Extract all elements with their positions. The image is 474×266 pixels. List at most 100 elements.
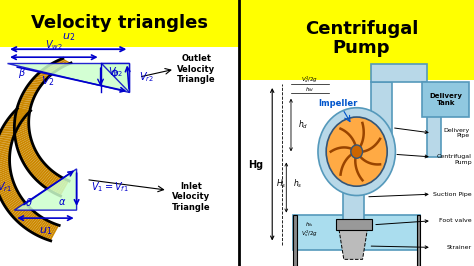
Bar bbox=[371, 82, 392, 152]
Text: $V_{r1}$: $V_{r1}$ bbox=[0, 180, 12, 194]
Polygon shape bbox=[17, 138, 31, 147]
Polygon shape bbox=[3, 125, 19, 127]
Polygon shape bbox=[0, 155, 9, 162]
Polygon shape bbox=[45, 223, 56, 239]
Text: Strainer: Strainer bbox=[447, 245, 472, 250]
Text: $h_s$: $h_s$ bbox=[293, 177, 303, 190]
Polygon shape bbox=[2, 192, 18, 204]
Polygon shape bbox=[22, 213, 36, 227]
Polygon shape bbox=[19, 210, 34, 225]
FancyBboxPatch shape bbox=[336, 219, 372, 230]
Polygon shape bbox=[35, 166, 48, 180]
Polygon shape bbox=[24, 214, 38, 228]
Polygon shape bbox=[16, 107, 31, 112]
Polygon shape bbox=[21, 211, 35, 226]
Polygon shape bbox=[0, 184, 15, 194]
Polygon shape bbox=[9, 201, 25, 214]
Polygon shape bbox=[49, 225, 59, 241]
Polygon shape bbox=[16, 109, 30, 114]
Polygon shape bbox=[15, 130, 29, 139]
Polygon shape bbox=[30, 161, 44, 175]
Polygon shape bbox=[43, 172, 55, 187]
Polygon shape bbox=[19, 145, 34, 156]
Polygon shape bbox=[24, 90, 38, 92]
Polygon shape bbox=[59, 59, 69, 65]
Bar bbox=[0, 0, 239, 47]
Circle shape bbox=[351, 145, 363, 158]
Bar bbox=[371, 64, 427, 82]
Bar bbox=[239, 0, 474, 80]
Polygon shape bbox=[50, 177, 62, 192]
Polygon shape bbox=[0, 141, 12, 146]
Polygon shape bbox=[15, 113, 29, 119]
Polygon shape bbox=[14, 122, 29, 130]
Polygon shape bbox=[15, 111, 30, 117]
Text: $h_d$: $h_d$ bbox=[298, 119, 308, 131]
Polygon shape bbox=[16, 109, 31, 112]
Text: $H_s$: $H_s$ bbox=[276, 177, 287, 190]
Polygon shape bbox=[0, 147, 11, 152]
Polygon shape bbox=[0, 168, 10, 176]
Polygon shape bbox=[35, 76, 48, 79]
Polygon shape bbox=[0, 130, 17, 132]
Polygon shape bbox=[0, 138, 13, 142]
Text: Outlet
Velocity
Triangle: Outlet Velocity Triangle bbox=[177, 54, 216, 84]
Polygon shape bbox=[13, 111, 28, 115]
Polygon shape bbox=[55, 178, 65, 194]
Text: Delivery
Tank: Delivery Tank bbox=[429, 93, 462, 106]
Polygon shape bbox=[22, 150, 36, 162]
Polygon shape bbox=[1, 190, 18, 202]
Polygon shape bbox=[0, 177, 12, 186]
Polygon shape bbox=[0, 182, 14, 192]
Polygon shape bbox=[40, 71, 52, 75]
Polygon shape bbox=[0, 188, 17, 200]
Polygon shape bbox=[0, 135, 15, 138]
Text: Centrifugal
Pump: Centrifugal Pump bbox=[305, 20, 418, 57]
Polygon shape bbox=[29, 160, 43, 173]
Text: $h_{fd}$: $h_{fd}$ bbox=[305, 85, 314, 94]
Text: Delivery
Pipe: Delivery Pipe bbox=[443, 128, 469, 138]
Polygon shape bbox=[0, 185, 15, 196]
Text: $\beta$: $\beta$ bbox=[18, 66, 26, 80]
Polygon shape bbox=[61, 59, 71, 64]
Polygon shape bbox=[41, 171, 54, 186]
Polygon shape bbox=[0, 145, 11, 150]
Text: $\alpha$: $\alpha$ bbox=[58, 197, 66, 207]
Polygon shape bbox=[16, 207, 31, 222]
Polygon shape bbox=[14, 124, 29, 132]
Text: $V_{r2}$: $V_{r2}$ bbox=[139, 70, 154, 84]
Polygon shape bbox=[0, 148, 10, 154]
Bar bbox=[239, 80, 474, 266]
Polygon shape bbox=[43, 223, 54, 239]
Text: $V_d^2/2g$: $V_d^2/2g$ bbox=[301, 74, 319, 85]
Polygon shape bbox=[48, 176, 60, 191]
Polygon shape bbox=[47, 66, 59, 70]
Polygon shape bbox=[56, 179, 67, 195]
Polygon shape bbox=[0, 187, 16, 198]
Polygon shape bbox=[35, 220, 47, 235]
Text: $V_s^2/2g$: $V_s^2/2g$ bbox=[301, 229, 319, 239]
Polygon shape bbox=[0, 152, 10, 158]
Polygon shape bbox=[17, 139, 32, 149]
Polygon shape bbox=[9, 116, 25, 119]
Polygon shape bbox=[20, 147, 35, 158]
Polygon shape bbox=[11, 113, 27, 116]
Polygon shape bbox=[31, 218, 44, 233]
Polygon shape bbox=[18, 209, 32, 223]
Bar bbox=[293, 215, 420, 250]
Polygon shape bbox=[10, 115, 26, 117]
Polygon shape bbox=[18, 100, 33, 104]
Polygon shape bbox=[7, 63, 129, 92]
Polygon shape bbox=[26, 215, 39, 230]
Bar bbox=[422, 82, 469, 117]
Polygon shape bbox=[0, 178, 13, 189]
Polygon shape bbox=[55, 61, 65, 66]
Text: $V_1 = V_{f1}$: $V_1 = V_{f1}$ bbox=[91, 180, 129, 194]
Polygon shape bbox=[49, 64, 60, 69]
Polygon shape bbox=[53, 177, 64, 193]
Bar bbox=[0, 47, 239, 266]
Polygon shape bbox=[27, 216, 41, 231]
Polygon shape bbox=[0, 163, 10, 170]
Circle shape bbox=[326, 117, 387, 186]
Polygon shape bbox=[46, 224, 57, 240]
